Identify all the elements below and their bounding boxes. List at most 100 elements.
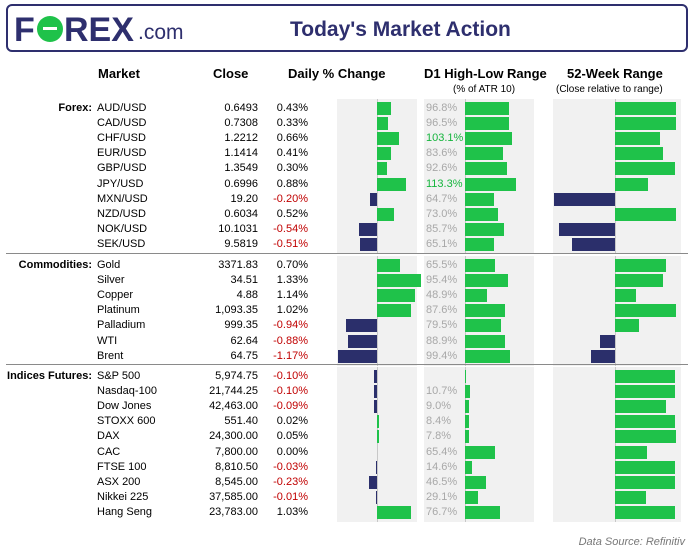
daily-change-label: -0.10% [273,370,308,382]
daily-change-bar [377,207,395,221]
d1-range-bar [465,222,504,236]
market-name[interactable]: NZD/USD [97,207,146,220]
column-header-market: Market [98,66,140,81]
daily-change-bar [377,304,411,318]
close-value: 23,783.00 [209,505,258,518]
close-value: 0.6996 [224,177,258,190]
market-name[interactable]: AUD/USD [97,102,147,114]
daily-change-label: 0.88% [276,177,308,190]
market-name[interactable]: S&P 500 [97,370,141,382]
market-name[interactable]: Platinum [97,304,140,317]
d1-range-label: 99.4% [426,349,458,362]
market-name[interactable]: WTI [97,334,118,347]
week52-range-bar [615,415,675,429]
d1-range-label: 83.6% [426,147,458,160]
daily-change-label: 0.70% [276,259,308,271]
market-name[interactable]: CAC [97,445,121,458]
daily-change-bar [359,222,377,236]
d1-range-bar [465,289,488,303]
week52-range-bar [600,334,615,348]
market-name[interactable]: Copper [97,289,134,302]
daily-zero-axis [377,367,378,522]
week52-zero-axis [615,99,616,254]
close-value: 0.7308 [224,117,258,130]
market-name[interactable]: FTSE 100 [97,460,147,473]
d1-range-label: 76.7% [426,505,458,518]
close-value: 64.75 [230,349,258,362]
week52-range-bar [615,385,675,399]
market-name[interactable]: DAX [97,430,120,443]
d1-range-bar [465,475,487,489]
market-name[interactable]: Palladium [97,319,146,332]
market-name[interactable]: MXN/USD [97,192,148,205]
week52-range-bar [615,289,637,303]
daily-change-label: -0.94% [273,319,308,332]
section-label: Indices Futures: [7,370,92,382]
daily-change-bar [347,334,377,348]
d1-range-bar [465,162,507,176]
daily-change-bar [373,385,377,399]
close-value: 8,545.00 [215,475,258,488]
market-name[interactable]: STOXX 600 [97,415,156,428]
market-name[interactable]: EUR/USD [97,147,147,160]
d1-range-bar [465,117,509,131]
week52-range-bar [615,102,676,116]
section-divider [6,364,688,365]
week52-range-bar [615,259,666,273]
close-value: 37,585.00 [209,490,258,503]
daily-change-bar [375,490,377,504]
market-name[interactable]: Nasdaq-100 [97,385,157,398]
d1-range-bar [465,370,466,384]
close-value: 9.5819 [224,237,258,250]
forex-logo-graphic: F REX .com [14,11,184,49]
d1-range-bar [465,259,495,273]
section-label: Commodities: [18,259,92,271]
market-name[interactable]: Silver [97,274,125,287]
market-name[interactable]: Gold [97,259,121,271]
daily-change-label: 0.05% [276,430,308,443]
market-name[interactable]: Brent [97,349,124,362]
close-value: 1,093.35 [215,304,258,317]
close-value: 1.3549 [224,162,258,175]
d1-range-label: 103.1% [426,132,464,145]
daily-change-bar [377,274,422,288]
market-name[interactable]: NOK/USD [97,222,148,235]
d1-range-bar [465,490,479,504]
week52-range-bar [615,460,675,474]
market-name[interactable]: CHF/USD [97,132,146,145]
market-name[interactable]: Dow Jones [97,400,152,413]
market-name[interactable]: CAD/USD [97,117,147,130]
week52-range-bar [615,147,664,161]
d1-range-bar [465,415,469,429]
d1-range-bar [465,505,500,519]
column-header-close: Close [213,66,249,81]
d1-range-bar [465,237,495,251]
d1-range-label: 88.9% [426,334,458,347]
d1-range-label: 79.5% [426,319,458,332]
d1-range-label: 29.1% [426,490,458,503]
week52-range-bar [615,162,675,176]
market-name[interactable]: Hang Seng [97,505,153,518]
close-value: 42,463.00 [209,400,258,413]
week52-range-bar [615,304,676,318]
d1-range-label: 95.4% [426,274,458,287]
forex-logo[interactable]: F REX .com [14,8,224,50]
close-value: 21,744.25 [209,385,258,398]
close-value: 7,800.00 [215,445,258,458]
d1-range-bar [465,334,506,348]
daily-change-label: -0.03% [273,460,308,473]
logo-suffix: .com [138,21,184,44]
week52-range-bar [615,177,649,191]
d1-range-label: 14.6% [426,460,458,473]
d1-range-bar [465,274,509,288]
d1-range-label: 73.0% [426,207,458,220]
close-value: 5,974.75 [215,370,258,382]
market-name[interactable]: ASX 200 [97,475,141,488]
daily-change-bar [377,162,387,176]
market-name[interactable]: SEK/USD [97,237,146,250]
daily-change-bar [360,237,377,251]
market-name[interactable]: JPY/USD [97,177,144,190]
market-name[interactable]: GBP/USD [97,162,147,175]
column-header-daily: Daily % Change [288,66,386,81]
market-name[interactable]: Nikkei 225 [97,490,149,503]
